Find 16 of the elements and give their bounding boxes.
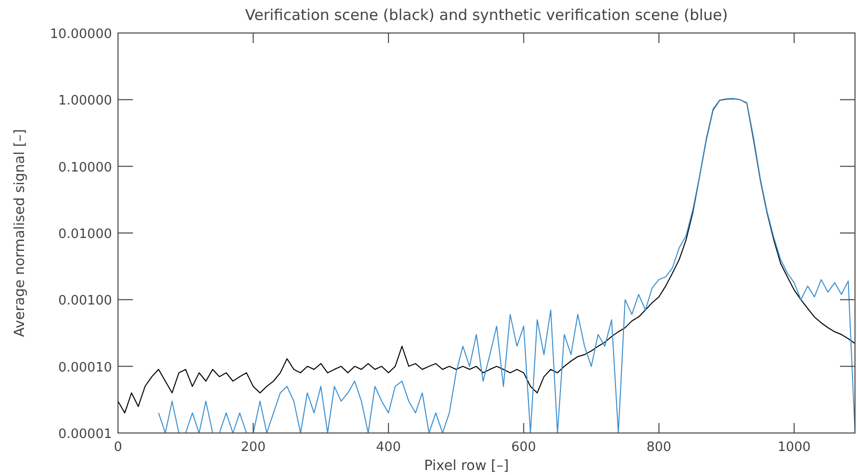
x-tick-label: 800 (646, 440, 672, 455)
x-tick-label: 1000 (778, 440, 811, 455)
y-tick-label: 0.01000 (58, 227, 112, 242)
y-tick-label: 10.00000 (50, 27, 112, 42)
x-tick-label: 600 (511, 440, 536, 455)
y-tick-label: 0.00010 (58, 360, 112, 376)
y-tick-label: 0.00100 (58, 294, 112, 309)
x-tick-label: 0 (114, 440, 122, 455)
y-tick-label: 1.00000 (58, 94, 112, 109)
x-axis-title: Pixel row [–] (424, 458, 509, 474)
x-tick-label: 400 (376, 440, 401, 455)
y-tick-label: 0.10000 (58, 160, 112, 176)
y-tick-label: 0.00001 (58, 427, 112, 442)
chart-title: Verification scene (black) and synthetic verification scene (blue) (245, 6, 728, 24)
x-tick-label: 200 (240, 440, 266, 455)
y-axis-title: Average normalised signal [–] (12, 129, 28, 337)
